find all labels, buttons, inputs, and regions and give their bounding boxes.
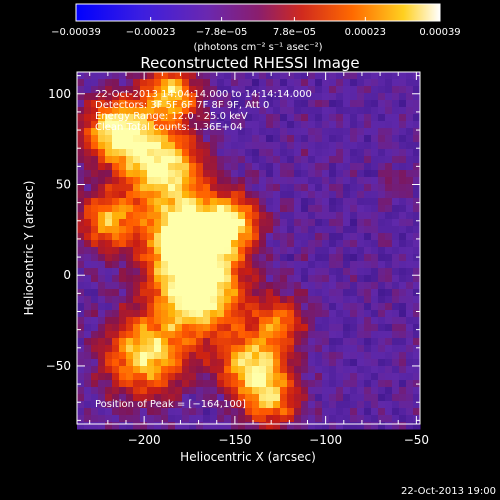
y-tick-label: −50 [46,359,71,373]
colorbar-gradient [75,3,441,22]
annotation-line: Energy Range: 12.0 - 25.0 keV [95,111,248,122]
colorbar-tick-label: 0.00023 [345,27,386,38]
colorbar-tick-label: −0.00023 [126,27,176,38]
annotation-line: Clean Total counts: 1.36E+04 [95,122,243,133]
colorbar-unit-label: (photons cm⁻² s⁻¹ asec⁻²) [193,42,322,53]
annotation-line: 22-Oct-2013 14:04:14.000 to 14:14:14.000 [95,89,312,100]
colorbar-tick-label: 7.8e−05 [273,27,316,38]
plot-frame [76,71,421,425]
colorbar: −0.00039 −0.00023 −7.8e−05 7.8e−05 0.00023 0.… [51,3,461,53]
x-tick-label: −150 [218,433,251,447]
x-tick-label: −200 [128,433,161,447]
colorbar-tick-label: −0.00039 [51,27,101,38]
annotation-block: 22-Oct-2013 14:04:14.000 to 14:14:14.000… [95,89,312,133]
y-tick-label: 100 [48,87,71,101]
x-axis-label: Heliocentric X (arcsec) [180,450,316,464]
x-tick-label: −100 [309,433,342,447]
x-tick-label: −50 [404,433,429,447]
annotation-line: Detectors: 3F 5F 6F 7F 8F 9F, Att 0 [95,100,269,111]
colorbar-tick-label: −7.8e−05 [196,27,248,38]
heatmap-image [77,72,421,430]
chart-title: Reconstructed RHESSI Image [140,54,359,72]
footer-timestamp: 22-Oct-2013 19:00 [401,486,496,497]
y-axis-label: Heliocentric Y (arcsec) [22,181,36,316]
colorbar-tick-label: 0.00039 [419,27,460,38]
peak-position-label: Position of Peak = [−164,100] [95,399,246,410]
y-tick-label: 50 [56,177,71,191]
y-tick-label: 0 [63,268,71,282]
